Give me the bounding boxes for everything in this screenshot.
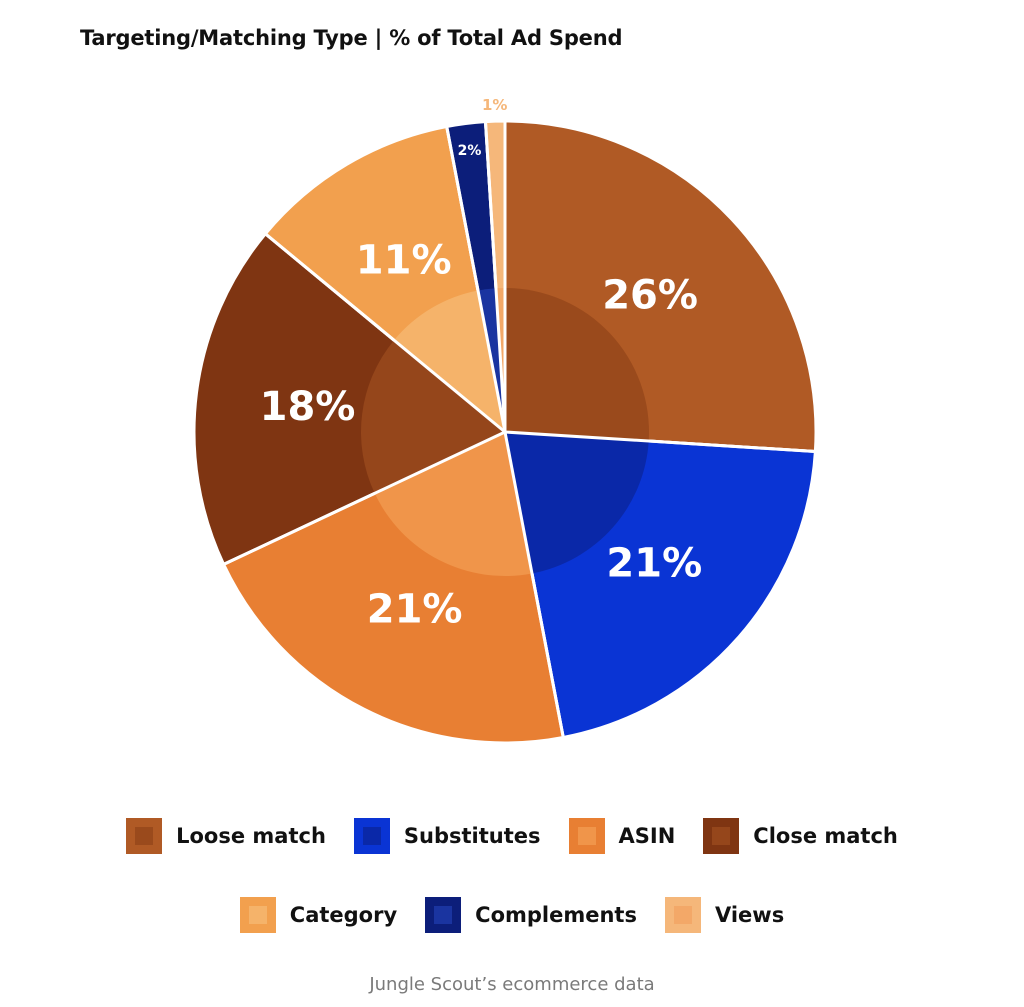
legend-item-substitutes: Substitutes [353,818,541,854]
legend-row-1: Loose match Substitutes ASIN Close match [0,818,1024,854]
slice-close-match [192,231,508,567]
legend-swatch-inner [362,827,381,845]
slice-divider [445,126,507,433]
pie-chart: 26% 21% 21% 18% 11% 2% 1% [192,96,818,745]
legend-item-asin: ASIN [568,818,676,854]
legend-swatch-substitutes [353,818,390,854]
legend-item-category: Category [239,897,398,933]
legend-item-complements: Complements [425,897,637,933]
slice-divider [483,121,507,433]
legend-label: ASIN [618,824,676,848]
legend-item-views: Views [664,897,785,933]
legend-label: Views [714,903,785,927]
legend-swatch-inner [577,827,596,845]
legend-item-loose-match: Loose match [126,818,326,854]
data-label-substitutes: 21% [606,541,702,587]
slice-inner-asin [374,432,532,576]
legend-row-2: Category Complements Views [0,897,1024,933]
legend-swatch-inner [673,906,692,924]
legend-swatch-views [664,897,701,933]
data-label-close-match: 18% [260,384,356,430]
legend-label: Loose match [176,824,326,848]
source-note: Jungle Scout’s ecommerce data [369,974,655,995]
slice-inner-close-match [361,340,505,494]
legend-swatch-close-match [703,818,740,854]
legend-swatch-inner [712,827,731,845]
data-label-category: 11% [356,238,452,284]
slice-divider [503,431,565,738]
slice-divider [222,430,506,566]
slice-divider [504,430,816,454]
legend-label: Close match [753,824,898,848]
legend-swatch-category [239,897,276,933]
legend-label: Category [289,903,398,927]
data-label-complements: 2% [458,143,482,159]
legend-swatch-complements [425,897,462,933]
legend-swatch-inner [434,906,453,924]
chart-title: Targeting/Matching Type | % of Total Ad … [80,26,623,50]
legend-item-close-match: Close match [703,818,898,854]
legend-label: Complements [475,903,637,927]
legend-swatch-loose-match [126,818,163,854]
legend-swatch-inner [135,827,154,845]
slice-inner-category [394,290,505,432]
slice-divider [264,232,506,434]
legend-label: Substitutes [403,824,541,848]
data-label-views: 1% [482,96,507,114]
data-label-loose-match: 26% [602,273,698,319]
legend-swatch-inner [248,906,267,924]
slice-inner-loose-match [505,288,649,442]
slice-inner-substitutes [505,432,649,574]
legend-swatch-asin [568,818,605,854]
data-label-asin: 21% [367,586,463,632]
